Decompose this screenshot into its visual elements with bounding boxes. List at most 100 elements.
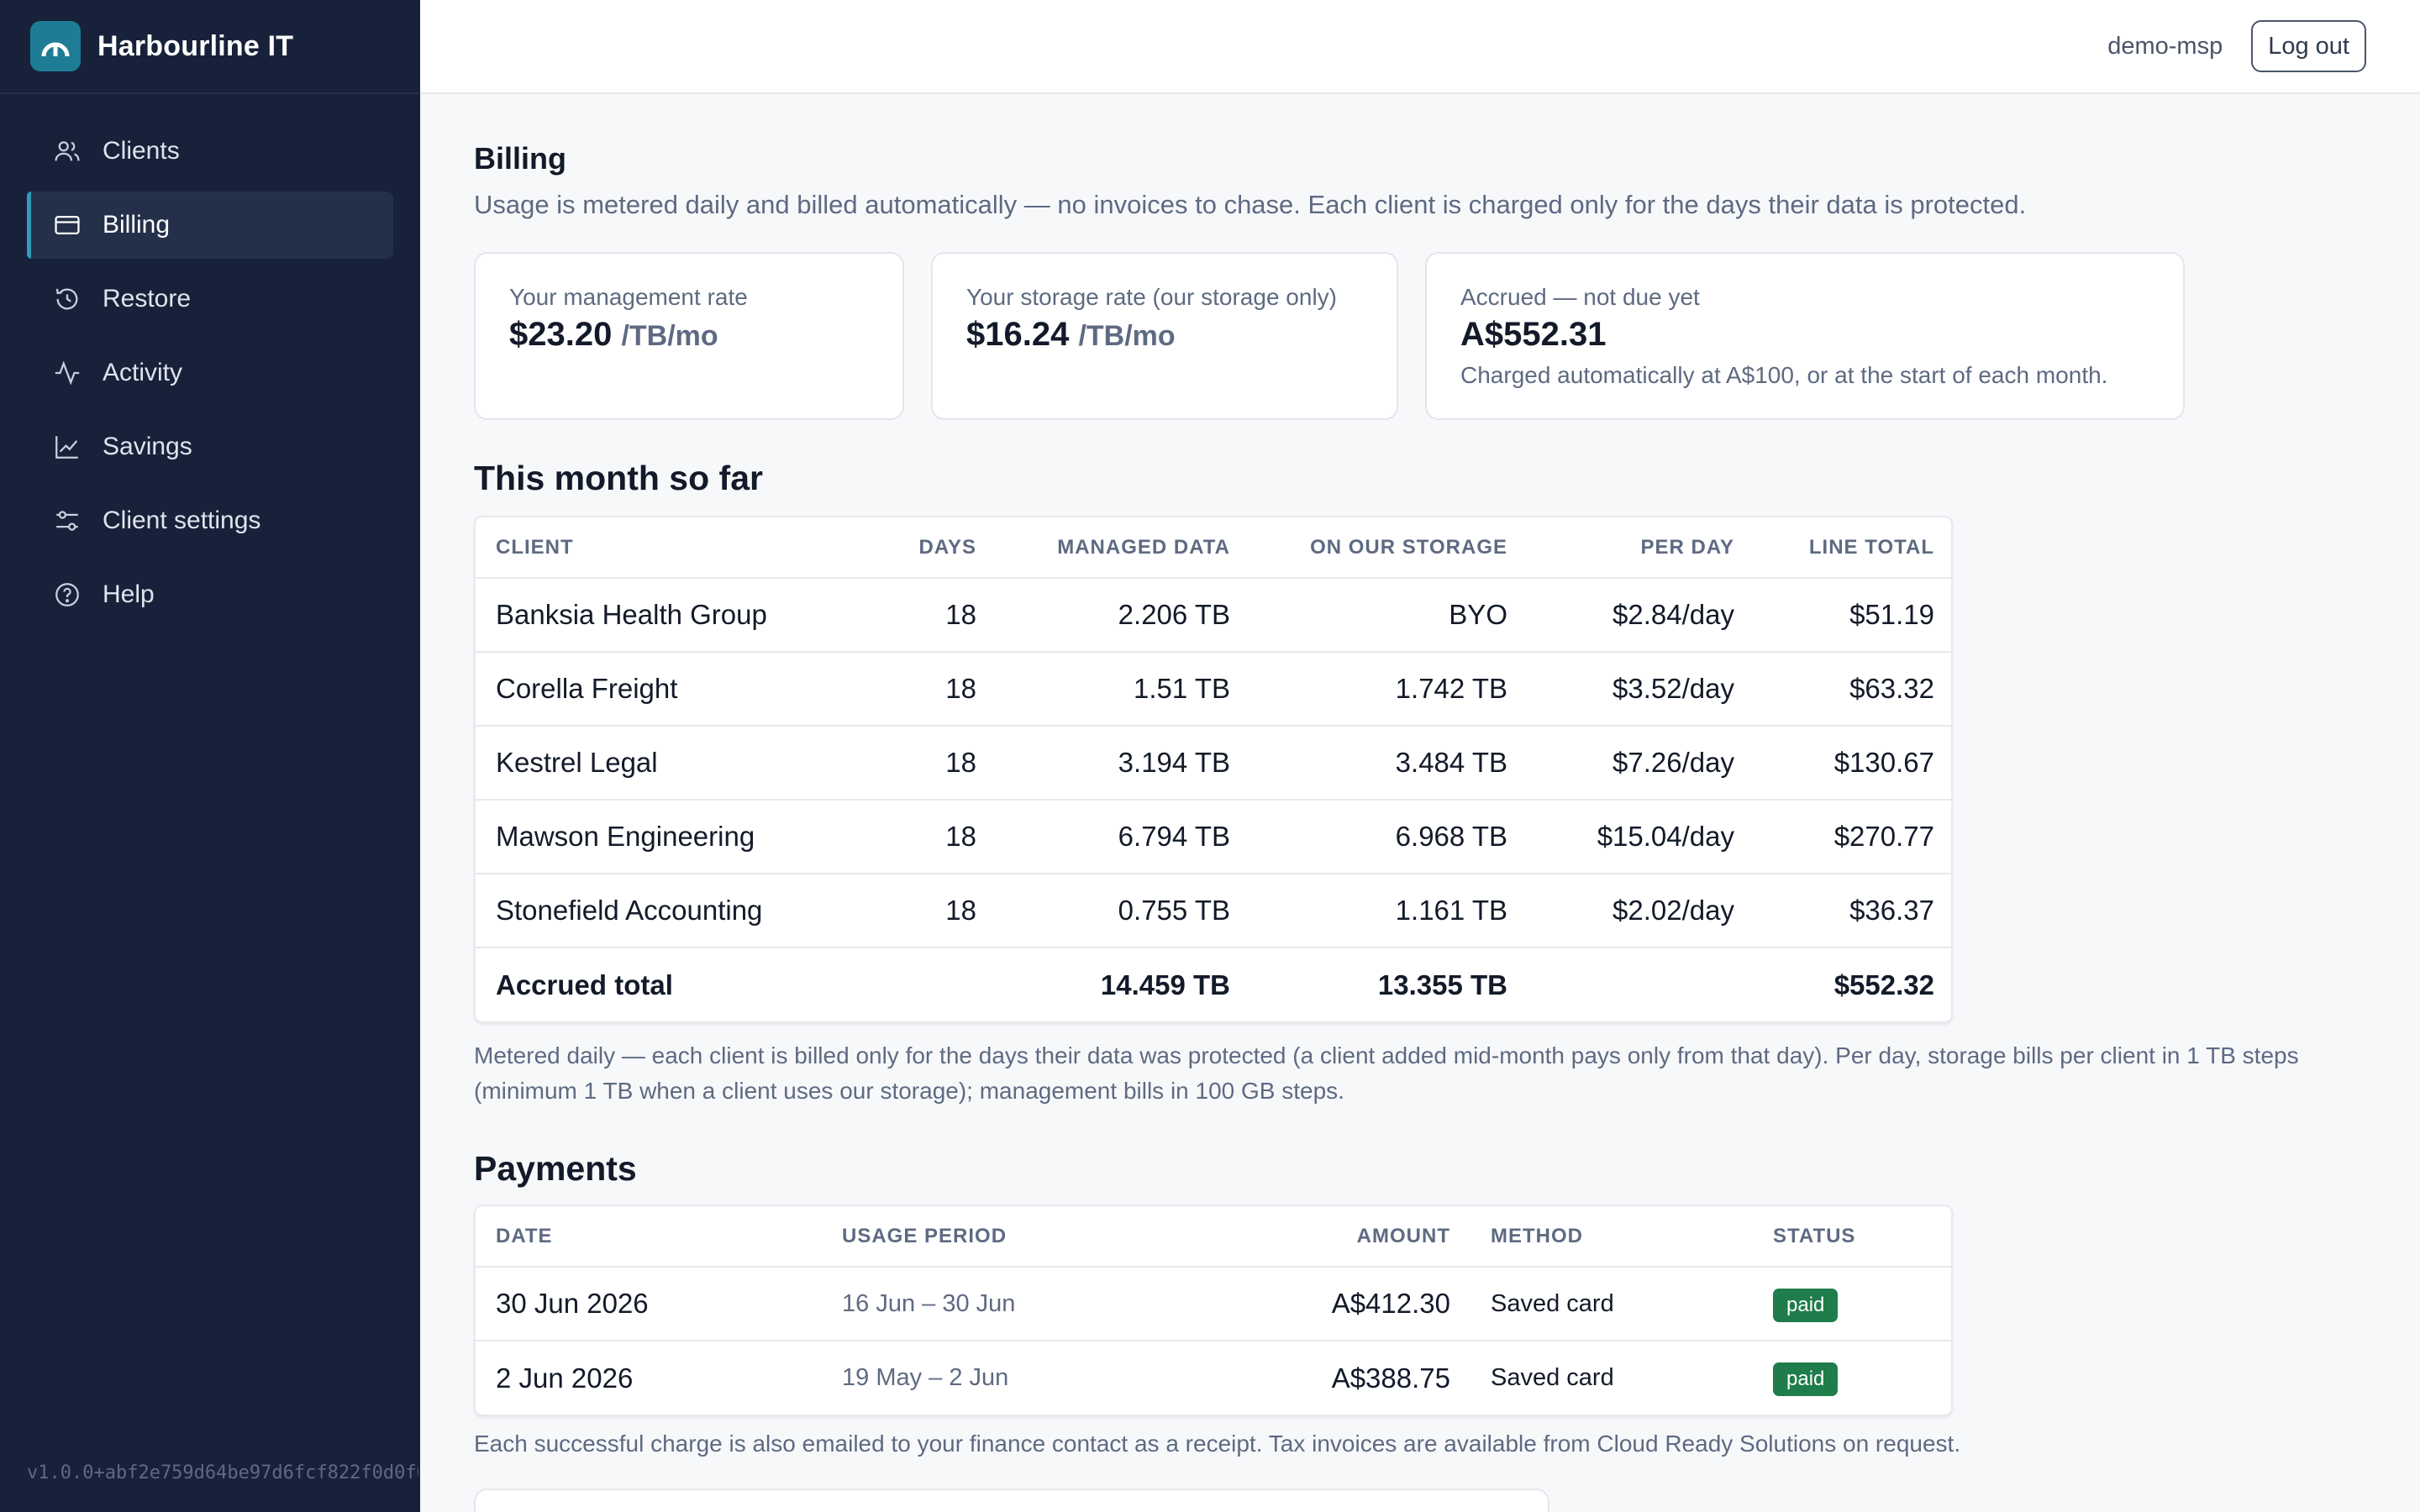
table-row: Kestrel Legal 18 3.194 TB 3.484 TB $7.26… (476, 726, 1951, 801)
payment-date: 30 Jun 2026 (476, 1267, 822, 1341)
sidebar-item-billing[interactable]: Billing (27, 192, 393, 259)
sidebar-nav: Clients Billing Restore Activity (0, 94, 420, 628)
total-line-cell: $552.32 (1833, 969, 1934, 1000)
table-row: Corella Freight 18 1.51 TB 1.742 TB $3.5… (476, 652, 1951, 727)
per-day-cell: $2.84/day (1528, 578, 1754, 653)
managed-data-cell: 6.794 TB (997, 800, 1250, 874)
line-chart-icon (52, 432, 82, 462)
per-day-cell: $7.26/day (1528, 726, 1754, 801)
help-circle-icon (52, 580, 82, 610)
brand-name: Harbourline IT (97, 29, 294, 62)
payments-table: Date Usage period Amount Method Status 3… (474, 1205, 1953, 1416)
column-header: Line total (1754, 517, 1951, 579)
card-label: Accrued — not due yet (1460, 284, 1700, 310)
total-per-day-cell (1528, 948, 1754, 1021)
per-day-cell: $2.02/day (1528, 874, 1754, 948)
payment-method: Saved card (1470, 1267, 1753, 1341)
column-header: Managed data (997, 517, 1250, 579)
version-label: v1.0.0+abf2e759d64be97d6fcf822f0d0f0b (27, 1462, 418, 1483)
usage-period: 16 Jun – 30 Jun (822, 1267, 1158, 1341)
table-row: Banksia Health Group 18 2.206 TB BYO $2.… (476, 578, 1951, 653)
sidebar-item-help[interactable]: Help (27, 561, 393, 628)
brand-logo-icon (30, 21, 81, 71)
column-header: Method (1470, 1206, 1753, 1268)
sidebar-item-savings[interactable]: Savings (27, 413, 393, 480)
sidebar-item-restore[interactable]: Restore (27, 265, 393, 333)
column-header: On our storage (1250, 517, 1528, 579)
card-label: Your storage rate (our storage only) (966, 284, 1337, 310)
page-title: Billing (474, 141, 566, 176)
column-header: Days (845, 517, 997, 579)
sidebar: Harbourline IT Clients Billing Restore (0, 0, 420, 1512)
line-total-cell: $51.19 (1754, 578, 1951, 653)
page-subtitle: Usage is metered daily and billed automa… (474, 190, 2027, 219)
total-row: Accrued total 14.459 TB 13.355 TB $552.3… (476, 948, 1951, 1021)
usage-period: 19 May – 2 Jun (842, 1364, 1009, 1391)
rate-unit: /TB/mo (621, 320, 718, 352)
sidebar-item-label: Activity (103, 359, 183, 386)
days-cell: 18 (845, 578, 997, 653)
total-label: Accrued total (496, 969, 673, 1000)
payments-section-title: Payments (474, 1149, 637, 1188)
payments-footnote: Each successful charge is also emailed t… (474, 1431, 1961, 1457)
storage-cell: 3.484 TB (1250, 726, 1528, 801)
column-header: Date (476, 1206, 822, 1268)
client-name: Banksia Health Group (476, 578, 845, 653)
line-total-cell: $270.77 (1754, 800, 1951, 874)
logout-button[interactable]: Log out (2251, 20, 2366, 72)
usage-table: Client Days Managed data On our storage … (474, 516, 1953, 1023)
managed-data-cell: 1.51 TB (997, 652, 1250, 727)
managed-data-cell: 2.206 TB (997, 578, 1250, 653)
account-name: demo-msp (2107, 32, 2223, 60)
line-total-cell: $36.37 (1754, 874, 1951, 948)
client-name: Mawson Engineering (476, 800, 845, 874)
management-rate-value: $23.20 (509, 316, 613, 353)
column-header: Per day (1528, 517, 1754, 579)
sidebar-item-clients[interactable]: Clients (27, 118, 393, 185)
card-value: $16.24 /TB/mo (966, 316, 1363, 354)
history-icon (52, 284, 82, 314)
line-total-cell: $130.67 (1754, 726, 1951, 801)
payment-amount: A$412.30 (1158, 1267, 1470, 1341)
storage-cell: 1.161 TB (1250, 874, 1528, 948)
days-cell: 18 (845, 874, 997, 948)
client-name: Kestrel Legal (476, 726, 845, 801)
brand[interactable]: Harbourline IT (0, 0, 420, 94)
sidebar-item-label: Help (103, 580, 155, 608)
payment-date: 2 Jun 2026 (496, 1362, 634, 1394)
credit-card-icon (52, 210, 82, 240)
days-cell: 18 (845, 652, 997, 727)
accrued-note: Charged automatically at A$100, or at th… (1460, 362, 2108, 388)
total-storage-cell: 13.355 TB (1377, 969, 1507, 1000)
storage-rate-card: Your storage rate (our storage only) $16… (931, 252, 1398, 420)
status-cell: paid (1753, 1267, 1951, 1341)
line-total-cell: $63.32 (1754, 652, 1951, 727)
sidebar-item-activity[interactable]: Activity (27, 339, 393, 407)
card-value: $23.20 /TB/mo (509, 316, 869, 354)
table-row: Stonefield Accounting 18 0.755 TB 1.161 … (476, 874, 1951, 948)
management-rate-card: Your management rate $23.20 /TB/mo (474, 252, 904, 420)
per-day-cell: $15.04/day (1528, 800, 1754, 874)
accrued-card: Accrued — not due yet A$552.31 Charged a… (1425, 252, 2185, 420)
column-header: Status (1753, 1206, 1951, 1268)
total-days-cell (845, 948, 997, 1021)
sidebar-item-label: Restore (103, 285, 192, 312)
table-row: 2 Jun 2026 19 May – 2 Jun A$388.75 Saved… (476, 1341, 1951, 1415)
sidebar-item-label: Client settings (103, 507, 261, 534)
storage-cell: 6.968 TB (1250, 800, 1528, 874)
column-header: Client (476, 517, 845, 579)
activity-pulse-icon (52, 358, 82, 388)
total-managed-cell: 14.459 TB (1100, 969, 1230, 1000)
usage-section-title: This month so far (474, 459, 763, 497)
sidebar-item-label: Savings (103, 433, 192, 460)
payment-amount: A$388.75 (1331, 1362, 1450, 1394)
sidebar-item-client-settings[interactable]: Client settings (27, 487, 393, 554)
table-header-row: Client Days Managed data On our storage … (476, 517, 1951, 579)
topbar: demo-msp Log out (420, 0, 2420, 94)
days-cell: 18 (845, 800, 997, 874)
managed-data-cell: 3.194 TB (997, 726, 1250, 801)
managed-data-cell: 0.755 TB (997, 874, 1250, 948)
days-cell: 18 (845, 726, 997, 801)
sliders-icon (52, 506, 82, 536)
